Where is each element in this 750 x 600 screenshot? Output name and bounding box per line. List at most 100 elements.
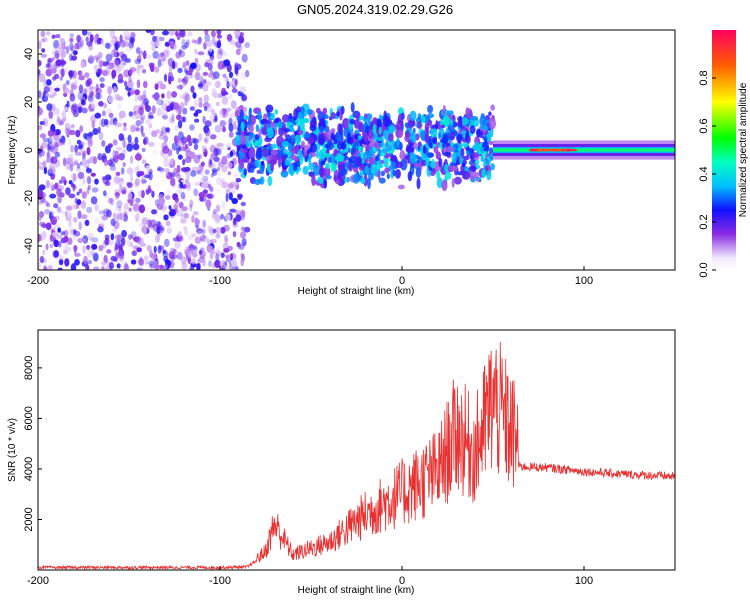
spectrogram-cell — [404, 122, 410, 128]
spectrogram-cell — [215, 227, 222, 234]
spectrogram-cell — [228, 71, 234, 79]
spectrogram-cell — [445, 171, 452, 180]
spectrogram-cell — [159, 167, 165, 174]
spectrogram-cell — [63, 104, 68, 111]
spectrogram-cell — [204, 106, 208, 112]
spectrogram-cell — [470, 165, 477, 172]
spectrogram-cell — [78, 84, 84, 94]
spectrogram-cell — [202, 219, 207, 228]
spectrogram-cell — [116, 200, 123, 209]
spectrogram-cell — [308, 153, 312, 165]
spectrogram-cell — [158, 197, 165, 206]
spectrogram-cell — [163, 266, 168, 270]
spectrogram-cell — [211, 108, 216, 115]
spectrogram-cell — [184, 146, 191, 153]
spectrogram-cell — [214, 214, 221, 223]
spectrogram-cell — [177, 154, 183, 160]
spectrogram-cell — [228, 123, 234, 132]
spectrogram-cell — [45, 200, 49, 207]
snr-line — [38, 341, 675, 570]
spectrogram-cell — [63, 87, 70, 95]
spectrogram-cell — [474, 141, 480, 151]
spectrogram-cell — [177, 77, 182, 84]
spectrogram-cell — [168, 75, 172, 85]
spectrogram-cell — [151, 190, 155, 198]
spectrogram-cell — [101, 110, 106, 117]
spectrogram-cell — [115, 213, 120, 222]
spectrogram-cell — [114, 194, 119, 200]
spectrogram-cell — [143, 80, 148, 89]
spectrogram-cell — [224, 238, 229, 246]
spectrogram-cell — [175, 200, 179, 207]
spectrogram-cell — [155, 129, 161, 134]
spectrogram-cell — [94, 64, 99, 73]
spectrogram-cell — [444, 163, 449, 173]
spectrogram-cell — [76, 139, 82, 145]
spectrogram-cell — [138, 50, 144, 56]
spectrogram-cell — [222, 51, 228, 57]
spectrogram-cell — [65, 161, 72, 170]
spectrogram-cell — [220, 226, 226, 234]
spectrogram-cell — [194, 48, 198, 55]
spectrogram-cell — [193, 99, 199, 108]
spectrogram-cell — [352, 173, 360, 184]
spectrogram-cell — [480, 146, 485, 153]
spectrogram-cell — [184, 99, 188, 106]
spectrogram-cell — [51, 140, 59, 147]
spectrogram-cell — [327, 156, 332, 163]
spectrogram-cell — [234, 66, 239, 75]
spectrogram-cell — [229, 112, 235, 119]
spectrogram-cell — [47, 137, 53, 145]
spectrogram-cell — [178, 30, 185, 37]
spectrogram-cell — [57, 195, 62, 204]
spectrogram-cell — [377, 170, 381, 180]
spectrogram-cell — [188, 251, 192, 259]
spectrogram-cell — [209, 159, 213, 165]
spectrogram-cell — [88, 95, 93, 101]
spectrogram-cell — [189, 203, 193, 212]
spectrogram-cell — [465, 107, 470, 118]
spectrogram-cell — [185, 171, 190, 181]
spectrogram-cell — [180, 212, 184, 218]
spectrogram-cell — [322, 114, 329, 120]
spectrogram-cell — [270, 149, 279, 156]
spectrogram-cell — [179, 102, 185, 109]
spectrogram-cell — [99, 83, 105, 89]
spectrogram-cell — [210, 153, 215, 160]
spectrogram-cell — [109, 39, 117, 48]
spectrogram-cell — [438, 157, 443, 168]
spectrogram-marks — [38, 30, 675, 270]
spectrogram-cell — [326, 129, 332, 140]
spectrogram-cell — [43, 265, 47, 270]
spectrogram-cell — [55, 59, 62, 67]
snr-xtick-label: 0 — [399, 575, 405, 587]
spectrogram-band — [493, 148, 675, 152]
snr-xticks: -200 -100 0 100 — [27, 566, 593, 587]
spectrogram-cell — [429, 142, 433, 149]
spectrogram-cell — [53, 250, 59, 258]
spectrogram-cell — [81, 238, 87, 243]
spectrogram-cell — [77, 210, 82, 219]
spectrogram-cell — [234, 78, 238, 87]
spectrogram-cell — [114, 42, 119, 51]
spectrogram-cell — [77, 106, 83, 114]
spectrogram-cell — [220, 142, 225, 151]
spectrogram-cell — [43, 266, 48, 270]
spectrogram-cell — [136, 55, 142, 63]
spectrogram-cell — [173, 203, 179, 209]
spectrogram-cell — [367, 177, 371, 190]
spectrogram-cell — [270, 161, 275, 172]
spectrogram-cell — [209, 186, 214, 194]
spectrogram-cell — [182, 140, 187, 150]
spectrogram-cell — [93, 156, 97, 165]
spectrogram-cell — [161, 93, 165, 99]
spectrogram-cell — [134, 214, 138, 221]
spectrogram-cell — [219, 120, 226, 127]
spectrogram-cell — [91, 187, 99, 193]
spectrogram-cell — [45, 222, 52, 231]
spectrogram-cell — [164, 238, 170, 247]
spectrogram-cell — [207, 39, 213, 48]
spectrogram-cell — [91, 243, 98, 250]
spectrogram-cell — [236, 116, 241, 121]
snr-xtick-label: -200 — [27, 575, 49, 587]
